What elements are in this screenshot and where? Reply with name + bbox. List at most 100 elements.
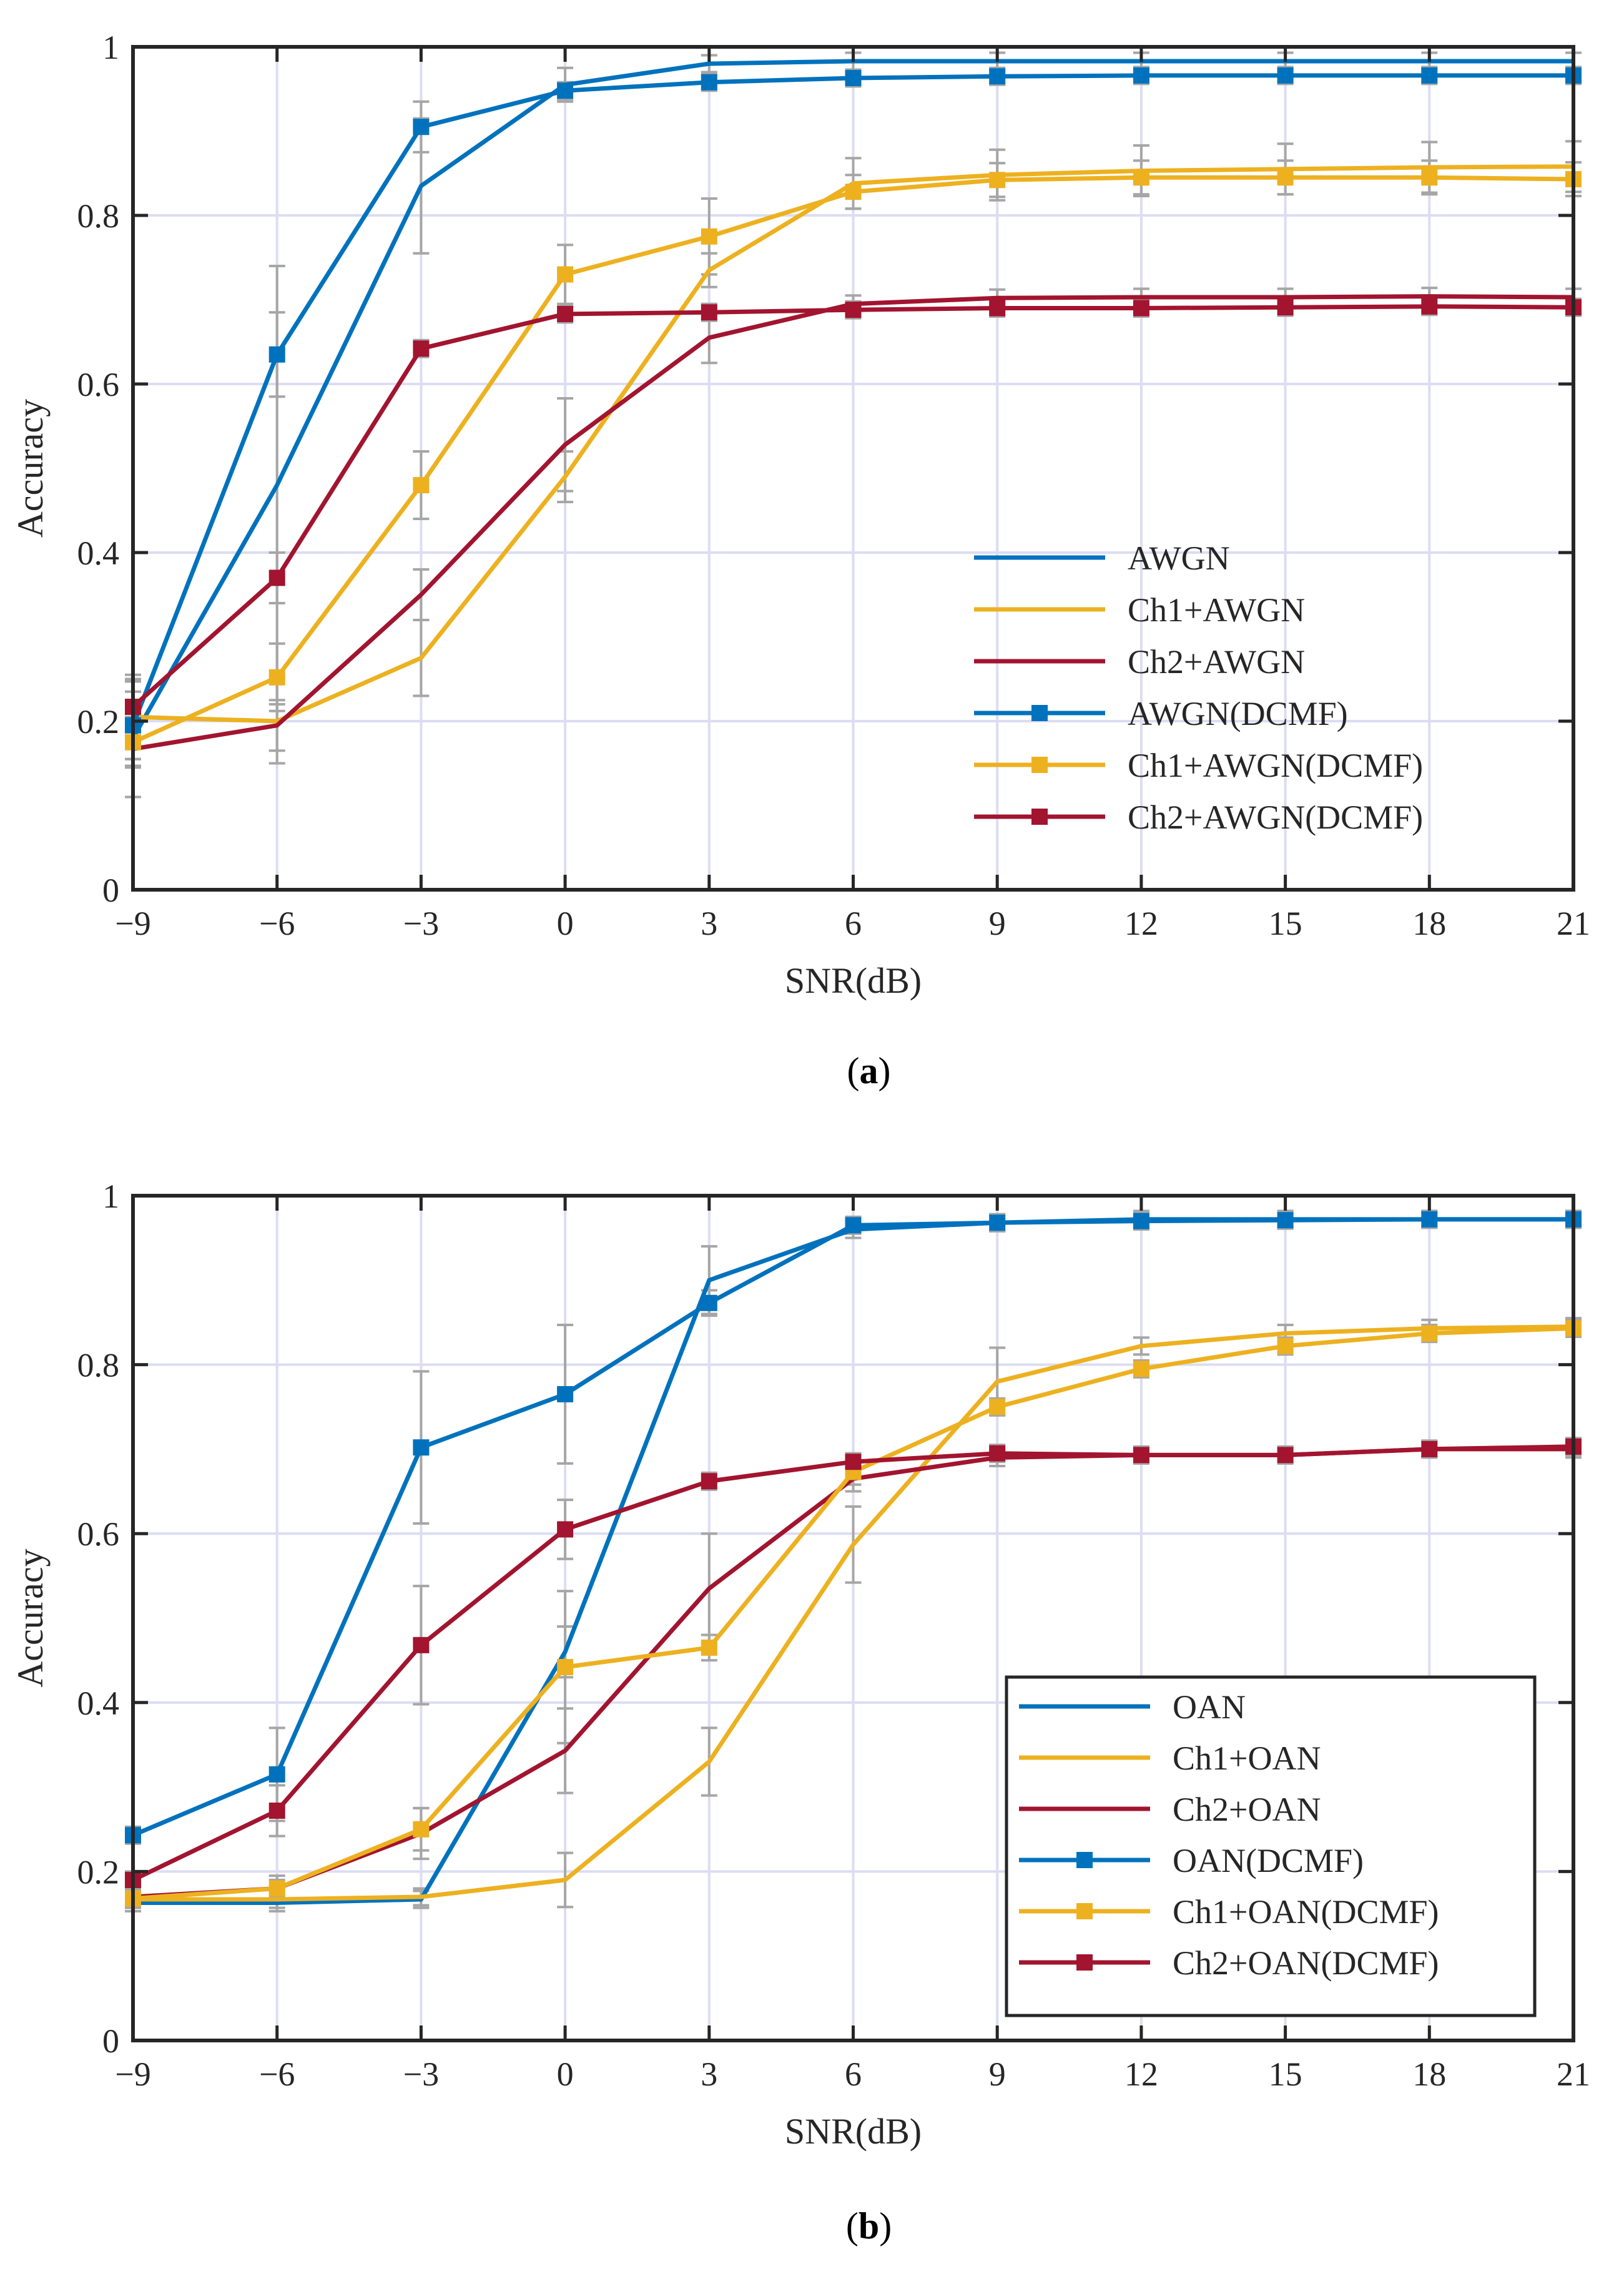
data-point-ch2-awgn-dcmf	[989, 300, 1006, 317]
x-axis-label-b: SNR(dB)	[785, 2111, 922, 2152]
y-tick-labels-a: 0 0.2 0.4 0.6 0.8 1	[77, 29, 120, 909]
data-point-ch1-awgn-dcmf	[557, 266, 574, 283]
series-line-ch1-oan	[133, 1324, 1574, 1902]
legend-label-oan-dcmf: OAN(DCMF)	[1173, 1842, 1364, 1879]
data-point-awgn-dcmf	[1277, 67, 1294, 84]
ticks-b	[131, 1194, 1575, 2042]
legend-label-awgn: AWGN	[1128, 539, 1230, 577]
y-tick-label: 0.4	[77, 534, 120, 572]
x-tick-label: −6	[259, 905, 295, 942]
x-tick-label: 12	[1124, 2055, 1158, 2093]
data-point-ch2-awgn-dcmf	[1133, 300, 1149, 317]
x-tick-label: 12	[1124, 905, 1158, 942]
x-tick-label: −6	[259, 2055, 295, 2093]
data-point-ch2-awgn-dcmf	[557, 305, 574, 322]
data-point-awgn-dcmf	[268, 346, 285, 363]
legend-label-ch2-oan: Ch2+OAN	[1173, 1791, 1321, 1828]
x-tick-label: −9	[115, 905, 150, 942]
y-tick-label: 1	[102, 1178, 119, 1215]
data-point-ch2-oan-dcmf	[413, 1637, 430, 1653]
legend-label-oan: OAN	[1173, 1688, 1246, 1726]
x-tick-label: 9	[989, 905, 1006, 942]
y-tick-label: 0.8	[77, 197, 120, 235]
x-tick-label: 3	[701, 2055, 717, 2093]
x-tick-label: 3	[701, 905, 717, 942]
x-tick-label: 0	[557, 905, 574, 942]
x-tick-labels-a: −9 −6 −3 0 3 6 9 12 15 18 21	[115, 905, 1590, 942]
caption-b: (b)	[846, 2205, 892, 2247]
x-tick-label: 6	[845, 2055, 862, 2093]
x-tick-label: 15	[1269, 905, 1302, 942]
data-point-ch1-awgn-dcmf	[1277, 169, 1294, 186]
x-tick-label: 15	[1269, 2055, 1302, 2093]
data-point-oan-dcmf	[557, 1386, 574, 1402]
x-tick-label: −3	[403, 2055, 439, 2093]
legend-label-ch2-awgn: Ch2+AWGN	[1128, 643, 1305, 681]
caption-a: (a)	[847, 1050, 891, 1091]
x-axis-label-a: SNR(dB)	[785, 960, 922, 1001]
y-tick-labels-b: 0 0.2 0.4 0.6 0.8 1	[77, 1178, 120, 2060]
data-point-ch1-oan-dcmf	[701, 1639, 717, 1656]
y-tick-label: 0.2	[77, 703, 120, 741]
legend-a: AWGN Ch1+AWGN Ch2+AWGN AWGN(DCMF) Ch1+AWGN(D…	[974, 539, 1423, 836]
y-tick-label: 0	[102, 2022, 119, 2060]
data-point-oan-dcmf	[413, 1439, 430, 1456]
data-point-ch1-oan-dcmf	[1421, 1325, 1438, 1342]
data-point-ch2-oan-dcmf	[845, 1454, 862, 1470]
data-point-ch2-oan-dcmf	[701, 1473, 717, 1490]
data-point-ch2-awgn-dcmf	[1421, 298, 1438, 315]
data-point-ch1-awgn-dcmf	[701, 228, 717, 245]
data-point-awgn-dcmf	[701, 74, 717, 91]
data-point-ch2-awgn-dcmf	[413, 340, 430, 357]
y-tick-label: 0.6	[77, 366, 120, 403]
data-point-ch1-awgn-dcmf	[845, 184, 862, 200]
legend-marker-awgn-dcmf	[1031, 705, 1048, 721]
y-tick-label: 1	[102, 29, 119, 66]
data-point-ch1-awgn-dcmf	[268, 669, 285, 686]
legend-label-ch1-oan: Ch1+OAN	[1173, 1740, 1321, 1777]
legend-b: OAN Ch1+OAN Ch2+OAN OAN(DCMF) Ch1+OAN(DCMF) C…	[1005, 1675, 1537, 2017]
legend-marker-ch2-oan-dcmf	[1076, 1954, 1093, 1971]
data-point-ch1-awgn-dcmf	[989, 172, 1006, 189]
legend-label-ch1-awgn: Ch1+AWGN	[1128, 591, 1305, 629]
y-tick-label: 0.4	[77, 1685, 120, 1722]
data-point-oan-dcmf	[1277, 1212, 1294, 1229]
data-point-ch2-oan-dcmf	[989, 1445, 1006, 1462]
y-tick-label: 0.8	[77, 1347, 120, 1384]
y-tick-label: 0.6	[77, 1515, 120, 1553]
legend-label-ch2-oan-dcmf: Ch2+OAN(DCMF)	[1173, 1944, 1439, 1982]
caption-letter-b: b	[859, 2205, 879, 2247]
legend-marker-ch1-awgn-dcmf	[1031, 757, 1048, 773]
data-point-oan-dcmf	[989, 1214, 1006, 1231]
series-line-ch1-awgn	[132, 164, 1574, 724]
x-tick-label: 21	[1557, 905, 1590, 942]
data-point-ch2-oan-dcmf	[1133, 1447, 1149, 1464]
panel-a: −9 −6 −3 0 3 6 9 12 15 18 21 0 0.2 0.4 0.6 0.8 1 SNR(dB…	[10, 29, 1590, 1091]
data-point-ch1-oan-dcmf	[413, 1821, 430, 1838]
data-point-oan-dcmf	[701, 1294, 717, 1311]
data-point-awgn-dcmf	[1421, 67, 1438, 84]
data-point-ch1-oan-dcmf	[268, 1880, 285, 1897]
data-point-awgn-dcmf	[989, 68, 1006, 85]
data-point-ch2-awgn-dcmf	[701, 304, 717, 321]
x-tick-labels-b: −9 −6 −3 0 3 6 9 12 15 18 21	[115, 2055, 1590, 2093]
data-point-oan-dcmf	[1133, 1213, 1149, 1229]
data-point-ch2-oan-dcmf	[557, 1521, 574, 1538]
x-tick-label: 18	[1412, 905, 1446, 942]
caption-letter-a: a	[860, 1050, 878, 1091]
y-tick-label: 0	[102, 872, 119, 909]
panel-b: −9 −6 −3 0 3 6 9 12 15 18 21 0 0.2 0.4 0.6 0.8 1 SNR(dB…	[10, 1178, 1590, 2247]
data-point-ch1-awgn-dcmf	[413, 477, 430, 493]
x-tick-label: 21	[1557, 2055, 1590, 2093]
data-point-oan-dcmf	[845, 1217, 862, 1234]
data-point-awgn-dcmf	[413, 119, 430, 135]
legend-label-awgn-dcmf: AWGN(DCMF)	[1128, 695, 1348, 732]
y-axis-label-a: Accuracy	[10, 399, 51, 538]
data-point-ch1-awgn-dcmf	[1133, 169, 1149, 186]
data-point-oan-dcmf	[1421, 1211, 1438, 1228]
legend-label-ch1-oan-dcmf: Ch1+OAN(DCMF)	[1173, 1893, 1439, 1931]
legend-box	[1005, 1675, 1537, 2017]
ticks-a	[131, 45, 1575, 892]
y-tick-label: 0.2	[77, 1853, 120, 1891]
data-point-ch2-oan-dcmf	[1277, 1447, 1294, 1464]
